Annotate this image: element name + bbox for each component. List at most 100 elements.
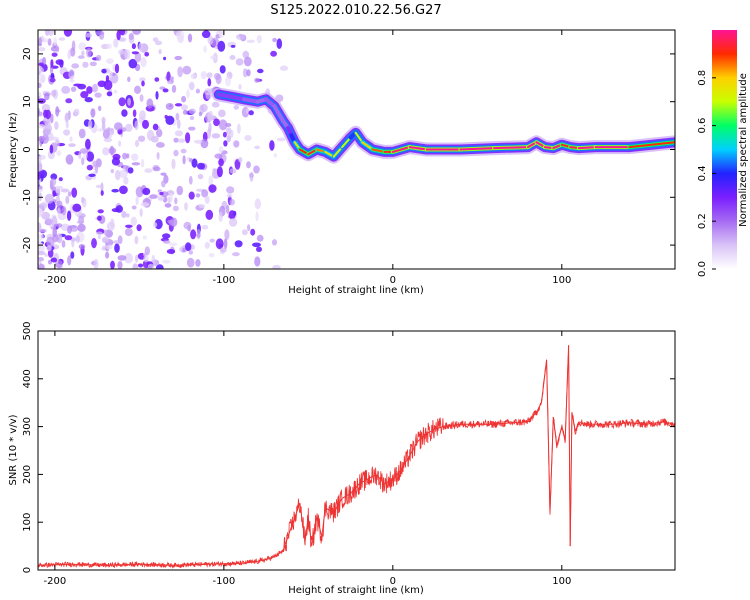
noise-blob — [67, 225, 72, 234]
noise-blob — [183, 221, 192, 230]
noise-blob — [114, 122, 123, 131]
noise-blob — [230, 44, 236, 48]
noise-blob — [85, 138, 91, 150]
snr-data-segment — [304, 517, 309, 542]
noise-blob — [38, 98, 46, 104]
noise-blob — [38, 171, 41, 181]
ridge-segment — [216, 92, 235, 99]
figure-title: S125.2022.010.22.56.G27 — [270, 3, 441, 18]
colorbar-tick-label: 0.0 — [697, 261, 708, 277]
noise-blob — [131, 205, 137, 210]
noise-blob — [195, 88, 200, 94]
noise-blob — [117, 255, 127, 261]
noise-blob — [139, 77, 146, 82]
colorbar-scale — [712, 30, 737, 269]
snr-data-segment — [384, 478, 394, 485]
noise-blob — [50, 257, 58, 263]
noise-blob — [207, 78, 212, 87]
noise-blob — [51, 216, 58, 228]
snr-data-segment — [409, 440, 419, 456]
x-tick-label: 100 — [552, 275, 571, 286]
snr-data-segment — [38, 563, 72, 566]
noise-blob — [207, 35, 214, 45]
noise-blob — [84, 33, 93, 38]
noise-blob — [243, 56, 252, 67]
noise-blob — [209, 238, 215, 243]
snr-data-segment — [552, 416, 558, 446]
noise-blob — [81, 157, 85, 166]
ridge-peak — [628, 141, 675, 149]
noise-blob — [154, 40, 163, 46]
noise-blob — [51, 52, 58, 57]
x-tick-label: 0 — [390, 576, 396, 587]
noise-blob — [124, 49, 131, 60]
noise-blob — [182, 109, 188, 115]
snr-data-segment — [629, 422, 647, 425]
noise-blob — [174, 103, 183, 107]
noise-blob — [174, 130, 183, 137]
noise-blob — [107, 127, 111, 136]
noise-blob — [67, 255, 72, 266]
noise-blob — [77, 55, 85, 59]
noise-blob — [97, 209, 104, 214]
snr-data-segment — [527, 411, 537, 423]
noise-blob — [122, 152, 128, 160]
snr-data-segment — [290, 502, 301, 528]
noise-blob — [152, 37, 159, 42]
noise-blob — [103, 229, 108, 236]
noise-blob — [106, 58, 114, 64]
snr-data-segment — [569, 412, 573, 547]
noise-blob — [160, 172, 167, 176]
noise-blob — [234, 240, 243, 248]
noise-blob — [38, 47, 46, 52]
noise-blob — [57, 207, 61, 216]
noise-blob — [38, 73, 46, 83]
noise-blob — [255, 211, 259, 222]
noise-blob — [188, 250, 194, 255]
noise-blob — [38, 155, 42, 166]
noise-blob — [152, 166, 161, 172]
noise-blob — [101, 116, 106, 124]
noise-blob — [204, 88, 213, 96]
noise-blob — [52, 190, 56, 197]
noise-blob — [188, 191, 195, 200]
noise-blob — [180, 104, 188, 111]
noise-blob — [188, 108, 196, 115]
snr-data-segment — [358, 478, 368, 485]
noise-blob — [223, 238, 228, 249]
noise-blob — [206, 72, 213, 79]
noise-blob — [276, 137, 286, 142]
noise-blob — [132, 30, 141, 35]
y-tick-label: 500 — [22, 321, 33, 340]
noise-blob — [60, 188, 70, 193]
noise-blob — [254, 145, 260, 150]
noise-blob — [197, 162, 205, 170]
noise-blob — [140, 202, 150, 207]
noise-blob — [195, 259, 201, 267]
noise-blob — [280, 65, 288, 71]
noise-blob — [156, 142, 165, 148]
noise-blob — [174, 197, 178, 205]
noise-blob — [39, 67, 45, 73]
noise-blob — [163, 240, 171, 244]
noise-blob — [134, 85, 141, 95]
noise-blob — [56, 187, 61, 197]
snr-data-segment — [299, 503, 306, 542]
noise-blob — [102, 236, 110, 244]
spectrogram-xlabel: Height of straight line (km) — [288, 285, 424, 296]
noise-blob — [204, 195, 210, 204]
noise-blob — [152, 222, 158, 228]
noise-blob — [201, 30, 211, 39]
noise-blob — [106, 221, 115, 231]
noise-blob — [42, 133, 49, 144]
noise-blob — [213, 72, 221, 80]
noise-blob — [174, 55, 183, 61]
noise-blob — [269, 140, 275, 151]
noise-blob — [118, 49, 125, 55]
noise-blob — [173, 149, 179, 157]
noise-blob — [127, 76, 131, 83]
ridge-peak — [371, 148, 386, 153]
noise-blob — [190, 73, 197, 80]
noise-blob — [159, 191, 164, 196]
